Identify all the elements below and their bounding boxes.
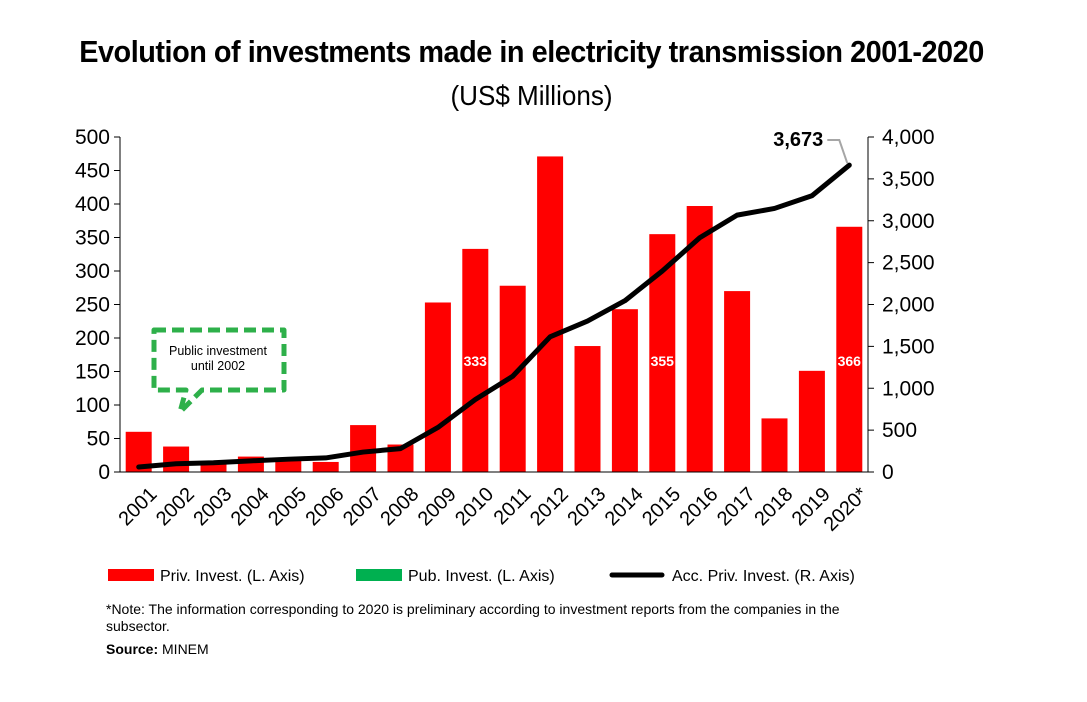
x-tick-label-2002: 2002 (152, 483, 199, 530)
x-tick-label-2009: 2009 (414, 483, 461, 530)
x-tick-label-2020: 2020* (820, 483, 873, 536)
x-tick-label-2010: 2010 (451, 483, 498, 530)
left-tick-label-200: 200 (75, 327, 110, 350)
callout-line-2: until 2002 (190, 359, 246, 373)
x-tick-label-2014: 2014 (601, 483, 648, 530)
left-tick-label-50: 50 (87, 428, 110, 451)
left-tick-label-300: 300 (75, 260, 110, 283)
legend-public-swatch (356, 569, 402, 581)
right-tick-label-1500: 1,500 (882, 335, 935, 358)
end-label-3673: 3,673 (773, 129, 823, 151)
data-label-2010: 333 (464, 353, 488, 369)
legend-private-label: Priv. Invest. (L. Axis) (160, 568, 305, 585)
bar-private-2010 (462, 248, 489, 472)
footnote: *Note: The information corresponding to … (106, 601, 840, 634)
source-value: MINEM (162, 641, 209, 657)
left-tick-label-250: 250 (75, 294, 110, 317)
bar-private-2016 (686, 206, 713, 472)
right-tick-label-4000: 4,000 (882, 126, 935, 149)
data-label-2015: 355 (651, 353, 675, 369)
x-tick-label-2008: 2008 (376, 483, 423, 530)
right-tick-label-2000: 2,000 (882, 294, 935, 317)
callout-group (151, 327, 287, 415)
bar-private-2006 (312, 461, 339, 472)
x-tick-label-2011: 2011 (490, 483, 536, 529)
line-group (136, 162, 852, 470)
x-tick-label-2006: 2006 (302, 483, 349, 530)
x-tick-label-2001: 2001 (115, 483, 162, 530)
left-tick-label-450: 450 (75, 160, 110, 183)
x-tick-label-2012: 2012 (526, 483, 573, 530)
right-tick-label-500: 500 (882, 419, 917, 442)
x-tick-label-2016: 2016 (676, 483, 723, 530)
source-line: Source: MINEM (106, 641, 209, 657)
callout-line-1: Public investment (169, 344, 267, 358)
bar-private-2013 (574, 346, 601, 472)
bar-private-2014 (611, 309, 638, 472)
left-tick-label-400: 400 (75, 193, 110, 216)
x-tick-label-2003: 2003 (189, 483, 236, 530)
right-tick-label-1000: 1,000 (882, 377, 935, 400)
bar-private-2009 (424, 302, 451, 472)
end-label-leader (827, 139, 849, 164)
legend-accumulated-label: Acc. Priv. Invest. (R. Axis) (672, 568, 855, 585)
left-tick-label-500: 500 (75, 126, 110, 149)
chart-subtitle: (US$ Millions) (450, 80, 613, 111)
bar-private-2007 (350, 425, 377, 472)
x-tick-label-2007: 2007 (339, 483, 386, 530)
labels-group: 333 355 366 3,673 (464, 129, 862, 369)
x-tick-label-2015: 2015 (638, 483, 685, 530)
public-investment-callout-text: Public investment until 2002 (156, 344, 280, 374)
bars-group (125, 156, 863, 472)
bar-private-2020 (836, 226, 863, 472)
bar-private-2012 (537, 156, 564, 472)
bar-private-2002 (163, 446, 190, 472)
chart-title: Evolution of investments made in electri… (79, 34, 984, 69)
bar-private-2003 (200, 463, 227, 472)
right-tick-label-0: 0 (882, 461, 894, 484)
line-accumulated-private (136, 162, 852, 470)
x-tick-label-2013: 2013 (563, 483, 610, 530)
bar-private-2018 (761, 418, 788, 472)
left-tick-label-0: 0 (98, 461, 110, 484)
right-tick-label-3000: 3,000 (882, 210, 935, 233)
legend-private-swatch (108, 569, 154, 581)
x-tick-label-2005: 2005 (264, 483, 311, 530)
left-tick-label-100: 100 (75, 394, 110, 417)
x-tick-label-2004: 2004 (227, 483, 274, 530)
legend-group: Priv. Invest. (L. Axis) Pub. Invest. (L. … (108, 568, 855, 585)
bar-private-2017 (724, 291, 751, 472)
x-tick-label-2017: 2017 (713, 483, 760, 530)
public-investment-callout (151, 327, 287, 415)
left-tick-label-350: 350 (75, 227, 110, 250)
source-label: Source: (106, 641, 159, 657)
right-tick-label-3500: 3,500 (882, 168, 935, 191)
x-tick-label-2018: 2018 (750, 483, 797, 530)
data-label-2020: 366 (838, 353, 862, 369)
bar-private-2019 (798, 370, 825, 472)
right-tick-label-2500: 2,500 (882, 252, 935, 275)
left-tick-label-150: 150 (75, 361, 110, 384)
legend-public-label: Pub. Invest. (L. Axis) (408, 568, 555, 585)
